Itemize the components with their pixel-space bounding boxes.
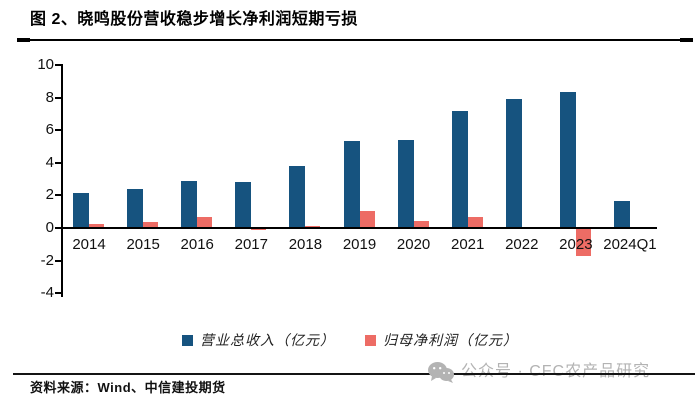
x-category-label: 2024Q1 bbox=[603, 236, 657, 253]
y-tick-label: 8 bbox=[45, 88, 54, 106]
bar-profit bbox=[413, 220, 429, 228]
y-tick bbox=[55, 64, 61, 66]
footer-divider bbox=[13, 373, 695, 375]
bar-revenue bbox=[343, 140, 360, 228]
y-tick-label: -4 bbox=[40, 284, 54, 302]
x-category-label: 2022 bbox=[505, 236, 539, 253]
y-tick-label: 2 bbox=[45, 186, 54, 204]
bar-revenue bbox=[397, 139, 414, 228]
source-note: 资料来源：Wind、中信建投期货 bbox=[30, 380, 226, 395]
legend-item: 归母净利润（亿元） bbox=[365, 330, 518, 350]
y-tick-label: 6 bbox=[45, 121, 54, 139]
y-tick-label: 4 bbox=[45, 153, 54, 171]
bar-revenue bbox=[505, 98, 522, 228]
bar-revenue bbox=[289, 165, 306, 228]
y-tick-label: 10 bbox=[37, 56, 54, 73]
wechat-icon bbox=[428, 362, 454, 383]
bar-revenue bbox=[559, 91, 576, 228]
x-category-label: 2014 bbox=[72, 236, 106, 253]
bar-profit bbox=[467, 216, 483, 228]
bar-revenue bbox=[235, 182, 252, 228]
legend-swatch bbox=[182, 334, 193, 346]
bar-profit bbox=[89, 223, 105, 228]
bar-revenue bbox=[127, 188, 144, 228]
watermark: 公众号 · CFC农产品研究 bbox=[427, 361, 650, 383]
watermark-text: 公众号 · CFC农产品研究 bbox=[461, 363, 651, 380]
divider-end-cap bbox=[17, 38, 30, 42]
y-tick bbox=[55, 292, 61, 295]
title-divider bbox=[17, 38, 693, 42]
x-category-label: 2023 bbox=[559, 236, 593, 253]
x-category-label: 2019 bbox=[342, 236, 377, 253]
y-tick bbox=[55, 259, 61, 262]
chart-legend: 营业总收入（亿元） 归母净利润（亿元） bbox=[0, 330, 700, 350]
y-tick bbox=[55, 96, 61, 99]
x-category-label: 2017 bbox=[234, 236, 268, 253]
x-axis bbox=[62, 227, 657, 229]
bar-profit bbox=[305, 225, 321, 228]
x-category-label: 2015 bbox=[126, 236, 160, 253]
bar-revenue bbox=[613, 200, 630, 228]
y-tick bbox=[55, 129, 61, 132]
x-category-label: 2020 bbox=[396, 236, 431, 253]
bar-profit bbox=[359, 210, 375, 228]
y-tick-label: 0 bbox=[45, 219, 54, 236]
divider-end-cap bbox=[680, 38, 693, 42]
bar-profit bbox=[575, 228, 591, 257]
y-tick bbox=[55, 194, 61, 197]
y-axis bbox=[61, 64, 63, 297]
bar-profit bbox=[197, 217, 213, 228]
x-category-label: 2021 bbox=[450, 236, 485, 253]
y-tick-label: -2 bbox=[40, 251, 54, 269]
x-category-label: 2018 bbox=[288, 236, 323, 253]
legend-swatch bbox=[365, 334, 376, 346]
figure-title: 图 2、晓鸣股份营收稳步增长净利润短期亏损 bbox=[30, 11, 358, 28]
y-tick bbox=[55, 161, 61, 164]
legend-item: 营业总收入（亿元） bbox=[182, 330, 335, 350]
x-category-label: 2016 bbox=[180, 236, 214, 253]
bar-revenue bbox=[181, 180, 198, 228]
bar-profit bbox=[143, 221, 159, 228]
bar-revenue bbox=[451, 111, 468, 228]
legend-label: 归母净利润（亿元） bbox=[383, 332, 518, 348]
legend-label: 营业总收入（亿元） bbox=[200, 332, 335, 348]
y-tick bbox=[55, 227, 61, 229]
bar-revenue bbox=[73, 192, 90, 228]
